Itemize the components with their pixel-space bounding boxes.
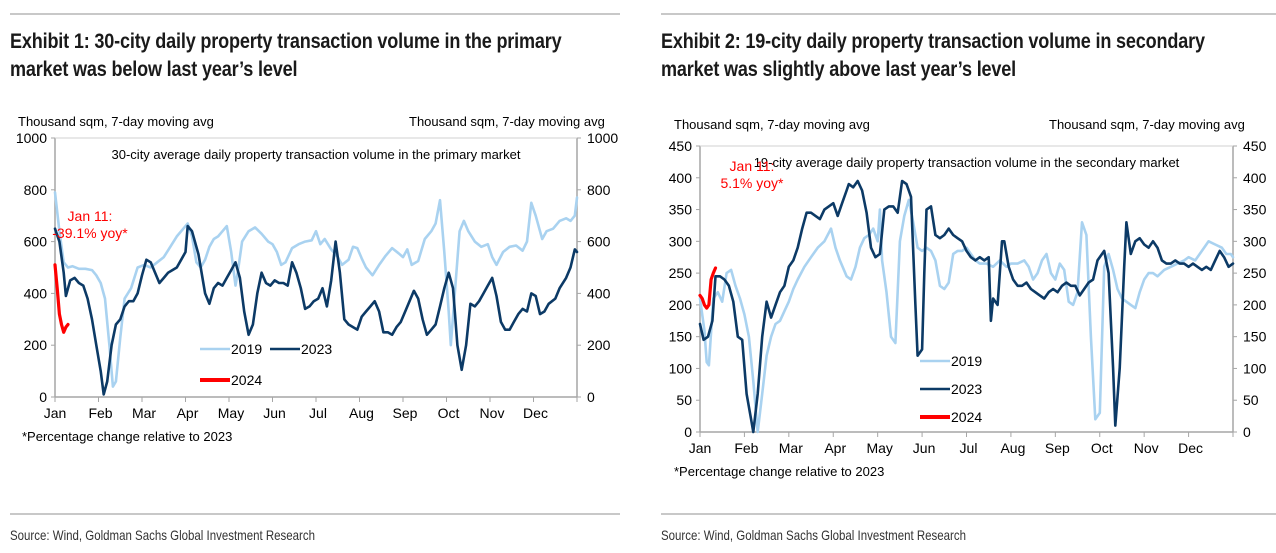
y-tick-label-left: 50: [676, 392, 692, 408]
legend-label-2019: 2019: [231, 341, 262, 357]
y-tick-label-left: 0: [39, 389, 47, 405]
y-tick-label-right: 50: [1243, 392, 1259, 408]
x-tick-label: Feb: [734, 440, 758, 456]
x-tick-label: Sep: [1045, 440, 1070, 456]
series-line-2024: [698, 266, 718, 310]
x-tick-label: Jul: [309, 405, 327, 421]
x-tick-label: Aug: [349, 405, 374, 421]
y-tick-label-right: 1000: [587, 130, 618, 146]
y-tick-label-right: 0: [1243, 424, 1251, 440]
annotation-yoy: -39.1% yoy*: [52, 225, 128, 241]
exhibit-title-text: Exhibit 1: 30-city daily property transa…: [10, 30, 562, 81]
chart-2: 0 0 50 50 100 100 150 150 200 200 250 250 300 300 350 3…: [669, 138, 1267, 479]
series-line-2019: [698, 198, 1235, 434]
legend-label-2024: 2024: [231, 372, 262, 388]
y-tick-label-right: 450: [1243, 138, 1267, 154]
y-tick-label-right: 200: [1243, 297, 1267, 313]
legend-label-2024: 2024: [951, 409, 982, 425]
x-tick-label: Jan: [689, 440, 712, 456]
x-tick-label: May: [218, 405, 244, 421]
y-tick-label-right: 100: [1243, 360, 1267, 376]
y-axis-label-left: Thousand sqm, 7-day moving avg: [18, 114, 214, 129]
bottom-divider: [661, 513, 1276, 515]
annotation-date: Jan 11:: [68, 208, 113, 224]
exhibit-title-text: Exhibit 2: 19-city daily property transa…: [661, 30, 1205, 81]
inner-chart-title: 19-city average daily property transacti…: [754, 155, 1180, 170]
bottom-divider: [10, 513, 620, 515]
x-tick-label: Aug: [1000, 440, 1025, 456]
x-tick-label: Mar: [132, 405, 156, 421]
series-line-2023: [698, 179, 1235, 434]
y-tick-label-right: 250: [1243, 265, 1267, 281]
x-tick-label: Jul: [960, 440, 978, 456]
x-tick-label: Oct: [438, 405, 460, 421]
inner-chart-title: 30-city average daily property transacti…: [112, 147, 521, 162]
x-tick-label: Oct: [1091, 440, 1113, 456]
legend-label-2023: 2023: [301, 341, 332, 357]
exhibit-1-panel: Exhibit 1: 30-city daily property transa…: [10, 13, 620, 543]
exhibit-title: Exhibit 2: 19-city daily property transa…: [661, 28, 1254, 84]
y-tick-label-right: 0: [587, 389, 595, 405]
y-tick-label-right: 350: [1243, 202, 1267, 218]
source-note: Source: Wind, Goldman Sachs Global Inves…: [10, 527, 316, 543]
y-tick-label-left: 150: [669, 329, 693, 345]
x-tick-label: Jan: [44, 405, 67, 421]
exhibit-title: Exhibit 1: 30-city daily property transa…: [10, 28, 612, 84]
y-axis-label-left: Thousand sqm, 7-day moving avg: [674, 117, 870, 132]
footnote: *Percentage change relative to 2023: [674, 464, 884, 479]
y-tick-label-left: 200: [669, 297, 693, 313]
annotation-yoy: 5.1% yoy*: [720, 175, 784, 191]
y-tick-label-right: 150: [1243, 329, 1267, 345]
y-tick-label-left: 200: [24, 337, 48, 353]
legend-label-2023: 2023: [951, 381, 982, 397]
x-tick-label: Jun: [913, 440, 936, 456]
x-tick-label: Apr: [824, 440, 846, 456]
x-tick-label: Nov: [1134, 440, 1159, 456]
top-divider: [10, 13, 620, 15]
y-tick-label-left: 250: [669, 265, 693, 281]
series-line-2024: [53, 263, 70, 334]
y-tick-label-right: 200: [587, 337, 611, 353]
series-line-2023: [53, 224, 579, 396]
y-tick-label-right: 400: [1243, 170, 1267, 186]
series-line-2019: [53, 191, 579, 388]
legend-label-2019: 2019: [951, 353, 982, 369]
x-tick-label: Dec: [523, 405, 548, 421]
y-axis-label-right: Thousand sqm, 7-day moving avg: [409, 114, 605, 129]
y-axis-label-right: Thousand sqm, 7-day moving avg: [1049, 117, 1245, 132]
x-tick-label: Apr: [177, 405, 199, 421]
source-note: Source: Wind, Goldman Sachs Global Inves…: [661, 527, 967, 543]
x-tick-label: May: [866, 440, 892, 456]
y-tick-label-right: 600: [587, 234, 611, 250]
y-tick-label-left: 0: [684, 424, 692, 440]
chart-1: 0 0 200 200 400 400 600 600 800 800 1000 1000 Jan Feb…: [16, 130, 619, 444]
y-tick-label-left: 800: [24, 182, 48, 198]
x-tick-label: Jun: [263, 405, 286, 421]
x-tick-label: Feb: [88, 405, 112, 421]
y-tick-label-left: 300: [669, 233, 693, 249]
y-tick-label-right: 400: [587, 285, 611, 301]
y-tick-label-left: 1000: [16, 130, 47, 146]
y-tick-label-left: 400: [669, 170, 693, 186]
top-divider: [661, 13, 1276, 15]
y-tick-label-left: 100: [669, 360, 693, 376]
y-tick-label-left: 450: [669, 138, 693, 154]
y-tick-label-right: 800: [587, 182, 611, 198]
x-tick-label: Nov: [480, 405, 505, 421]
y-tick-label-left: 350: [669, 202, 693, 218]
x-tick-label: Sep: [393, 405, 418, 421]
y-tick-label-left: 600: [24, 234, 48, 250]
y-tick-label-left: 400: [24, 285, 48, 301]
x-tick-label: Mar: [779, 440, 803, 456]
annotation-date: Jan 11:: [730, 158, 775, 174]
y-tick-label-right: 300: [1243, 233, 1267, 249]
x-tick-label: Dec: [1178, 440, 1203, 456]
footnote: *Percentage change relative to 2023: [22, 429, 232, 444]
